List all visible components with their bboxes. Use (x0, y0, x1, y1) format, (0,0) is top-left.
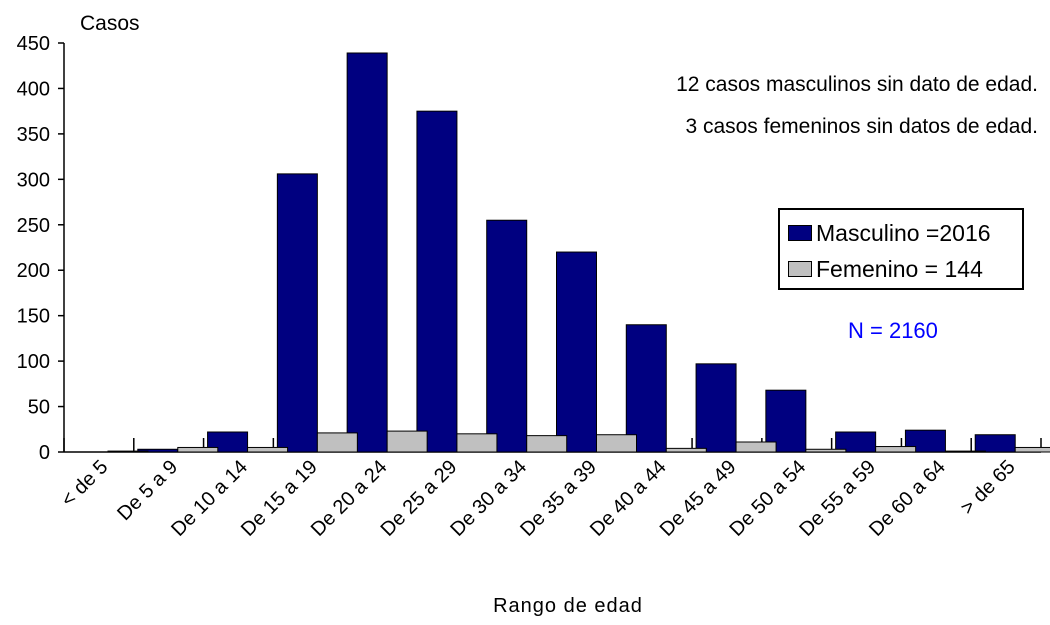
bar-femenino (386, 430, 428, 453)
bar-masculino (695, 363, 737, 453)
legend-swatch-femenino (788, 261, 812, 277)
bar-femenino (1014, 446, 1050, 453)
bar-femenino (526, 435, 568, 453)
bar-femenino (805, 448, 847, 453)
legend: Masculino =2016 Femenino = 144 (778, 208, 1024, 290)
bar-femenino (596, 434, 637, 453)
y-axis: 0 50 100 150 200 250 300 350 400 450 (17, 33, 65, 464)
annotation-feminine-missing: 3 casos femeninos sin datos de edad. (685, 115, 1038, 138)
y-tick-label: 150 (17, 306, 50, 328)
bar-masculino (974, 434, 1016, 453)
y-tick-label: 450 (17, 33, 50, 55)
x-tick-label: De 5 a 9 (113, 456, 182, 525)
x-tick-label: < de 5 (57, 456, 112, 511)
bar-femenino (456, 433, 498, 453)
bar-femenino (316, 432, 358, 453)
bar-masculino (625, 324, 667, 453)
x-tick-label: De 60 a 64 (865, 456, 950, 541)
bar-masculino (556, 251, 597, 453)
legend-label-masculino: Masculino =2016 (816, 220, 991, 246)
y-axis-title: Casos (80, 12, 140, 35)
legend-item-masculino: Masculino =2016 (788, 220, 991, 246)
bar-femenino (247, 446, 289, 453)
y-tick-label: 300 (17, 169, 50, 191)
y-tick-label: 100 (17, 351, 50, 373)
x-tick-label: > de 65 (957, 456, 1020, 519)
annotation-masculine-missing: 12 casos masculinos sin dato de edad. (676, 73, 1038, 96)
x-axis-title: Rango de edad (493, 595, 643, 617)
bar-femenino (665, 447, 707, 453)
bar-masculino (416, 110, 458, 453)
bar-masculino (835, 431, 877, 453)
legend-item-femenino: Femenino = 144 (788, 256, 983, 282)
y-tick-label: 200 (17, 260, 50, 282)
legend-label-femenino: Femenino = 144 (816, 256, 983, 282)
y-tick-label: 0 (39, 442, 50, 464)
bar-masculino (486, 219, 528, 453)
bar-femenino (177, 446, 219, 453)
y-tick-label: 400 (17, 78, 50, 100)
bar-femenino (944, 450, 986, 453)
bar-femenino (875, 446, 917, 453)
bar-femenino (735, 441, 777, 453)
legend-swatch-masculino (788, 225, 812, 241)
bar-masculino (346, 52, 388, 453)
y-tick-label: 350 (17, 124, 50, 146)
bar-femenino (107, 450, 149, 453)
y-tick-label: 250 (17, 215, 50, 237)
bars-group (107, 52, 1050, 453)
total-n-label: N = 2160 (848, 318, 938, 343)
y-tick-label: 50 (28, 397, 50, 419)
bar-masculino (276, 173, 318, 453)
